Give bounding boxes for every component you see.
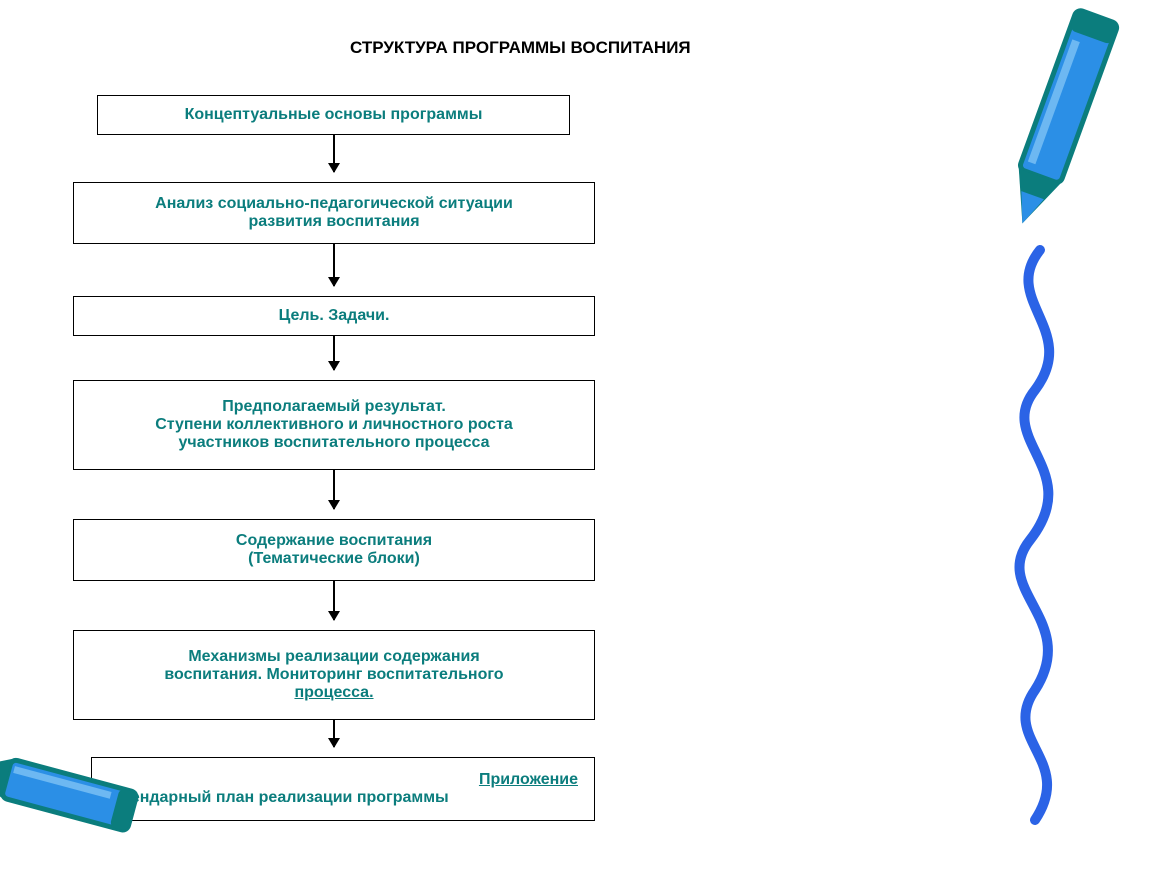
flow-arrow [333, 244, 335, 286]
flow-box-line: процесса. [294, 684, 373, 702]
flow-arrow [333, 720, 335, 747]
squiggle-icon [980, 240, 1100, 850]
flow-arrow [333, 581, 335, 620]
flow-box-result: Предполагаемый результат. Ступени коллек… [73, 380, 595, 470]
flow-box-line: развития воспитания [248, 213, 419, 231]
flow-box-goals: Цель. Задачи. [73, 296, 595, 336]
flow-box-analysis: Анализ социально-педагогической ситуации… [73, 182, 595, 244]
flow-arrow [333, 135, 335, 172]
flow-box-line: Концептуальные основы программы [185, 106, 483, 124]
flow-box-line: Предполагаемый результат. [222, 398, 446, 416]
flow-box-line: участников воспитательного процесса [179, 434, 490, 452]
flow-arrow [333, 470, 335, 509]
flow-box-line: Приложение [479, 771, 578, 789]
flow-box-line: воспитания. Мониторинг воспитательного [164, 666, 503, 684]
flow-box-line: Ступени коллективного и личностного рост… [155, 416, 513, 434]
crayon-icon [960, 0, 1150, 250]
crayon-icon [0, 700, 180, 880]
flow-box-concept: Концептуальные основы программы [97, 95, 570, 135]
flow-box-line: (Тематические блоки) [248, 550, 420, 568]
page-title: СТРУКТУРА ПРОГРАММЫ ВОСПИТАНИЯ [350, 38, 691, 58]
flow-box-line: Анализ социально-педагогической ситуации [155, 195, 513, 213]
flow-arrow [333, 336, 335, 370]
flow-box-line: Содержание воспитания [236, 532, 432, 550]
flow-box-content: Содержание воспитания (Тематические блок… [73, 519, 595, 581]
flow-box-line: Механизмы реализации содержания [188, 648, 479, 666]
flow-box-line: Цель. Задачи. [279, 307, 390, 325]
